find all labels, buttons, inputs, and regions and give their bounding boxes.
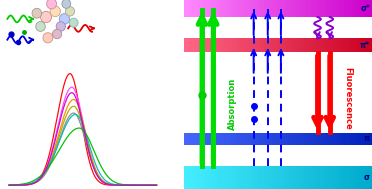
Text: σ: σ	[364, 173, 370, 182]
Text: π*: π*	[360, 41, 370, 50]
Circle shape	[43, 33, 53, 43]
Text: Absorption: Absorption	[228, 78, 237, 130]
Circle shape	[62, 0, 71, 8]
Text: π: π	[364, 134, 370, 143]
Text: σ*: σ*	[360, 4, 370, 13]
Circle shape	[50, 6, 60, 17]
Circle shape	[65, 7, 74, 16]
Circle shape	[41, 11, 52, 23]
Circle shape	[46, 0, 57, 9]
Text: Fluorescence: Fluorescence	[343, 67, 352, 130]
Circle shape	[32, 8, 42, 18]
Circle shape	[36, 22, 45, 31]
Circle shape	[59, 14, 70, 24]
Circle shape	[52, 29, 62, 39]
Circle shape	[69, 18, 78, 27]
Circle shape	[56, 22, 65, 31]
